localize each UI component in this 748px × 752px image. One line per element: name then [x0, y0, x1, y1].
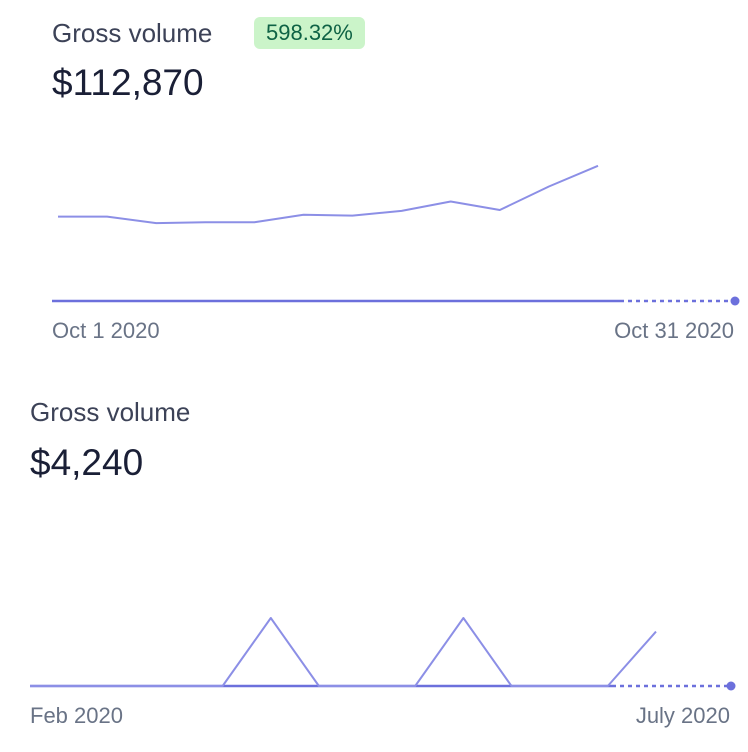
line-chart-2 — [29, 617, 736, 691]
series-line — [30, 617, 657, 687]
gross-volume-value: $112,870 — [52, 62, 204, 103]
series-line — [58, 164, 599, 225]
x-axis-end-dot — [726, 681, 736, 691]
percent-change-badge: 598.32% — [254, 17, 365, 49]
x-axis-start-label: Feb 2020 — [30, 703, 123, 728]
x-axis-end-label: Oct 31 2020 — [614, 318, 734, 343]
gross-volume-card-1: Gross volume 598.32% $112,870 Oct 1 2020… — [52, 17, 740, 343]
x-axis-end-label: July 2020 — [635, 703, 730, 728]
chart-title: Gross volume — [30, 397, 191, 427]
line-chart-1 — [52, 164, 740, 306]
gross-volume-value: $4,240 — [30, 442, 144, 483]
gross-volume-card-2: Gross volume $4,240 Feb 2020 July 2020 — [0, 380, 748, 752]
x-axis-start-label: Oct 1 2020 — [52, 318, 160, 343]
chart-title: Gross volume — [52, 18, 213, 48]
x-axis-end-dot — [730, 296, 740, 306]
